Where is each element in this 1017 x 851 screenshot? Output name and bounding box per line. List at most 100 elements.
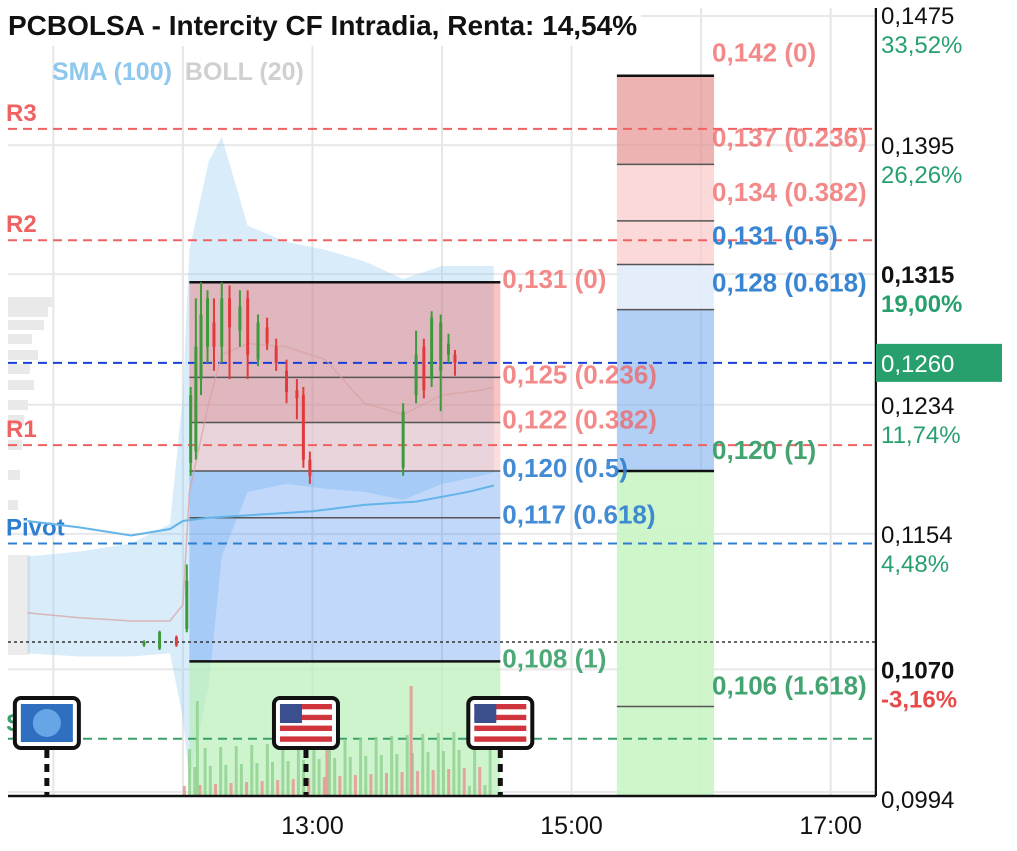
y-tick-percent: -3,16%	[881, 686, 957, 713]
candle-body	[446, 343, 450, 355]
volume-bar	[276, 780, 280, 796]
volume-bar	[405, 735, 409, 796]
x-tick-label: 17:00	[799, 812, 862, 840]
fib-zone-red	[189, 282, 501, 423]
candle-body	[285, 370, 289, 392]
candle-body	[430, 317, 434, 379]
volume-bar	[234, 746, 238, 796]
candle-body	[189, 395, 193, 463]
volume-bar	[478, 767, 482, 796]
candle-body	[194, 346, 198, 452]
volume-bar	[245, 782, 249, 796]
volume-bar	[379, 755, 383, 796]
volume-bar	[312, 741, 316, 796]
fib-level-label: 0,134 (0.382)	[712, 177, 867, 207]
candle-body	[414, 354, 418, 396]
candle-body	[212, 322, 216, 347]
globe-icon	[32, 709, 61, 737]
volume-profile-bar	[8, 297, 52, 307]
sma-line	[27, 484, 495, 537]
candle-body	[295, 390, 299, 399]
volume-bar	[188, 749, 192, 796]
volume-bar	[219, 747, 223, 796]
volume-bar	[416, 771, 420, 796]
fib-zone-red	[616, 75, 715, 165]
volume-bar	[255, 763, 259, 796]
volume-bar	[488, 748, 492, 796]
volume-bar	[338, 776, 342, 796]
candle-body	[274, 346, 278, 363]
fib-level-label: 0,108 (1)	[502, 643, 606, 673]
volume-profile-bar	[8, 555, 30, 655]
fib-level-label: 0,125 (0.236)	[502, 359, 657, 389]
candle-body	[220, 298, 224, 347]
us-flag-icon	[279, 704, 332, 742]
sma-legend[interactable]: SMA (100)	[52, 58, 172, 86]
volume-profile-bar	[8, 307, 48, 317]
volume-bar	[265, 744, 269, 796]
volume-bar	[296, 742, 300, 796]
volume-bar	[182, 786, 186, 796]
volume-bar	[317, 759, 321, 796]
volume-bar	[239, 764, 243, 796]
candle-body	[174, 637, 178, 646]
volume-bar	[462, 768, 466, 796]
volume-bar	[409, 686, 413, 796]
candle-body	[256, 322, 260, 360]
y-tick-price: 0,1154	[881, 522, 953, 549]
volume-bar	[327, 740, 331, 796]
volume-bar	[483, 785, 487, 796]
volume-bar	[374, 737, 378, 796]
volume-bar	[270, 762, 274, 796]
fib-level-label: 0,120 (1)	[712, 435, 816, 465]
volume-bar	[473, 749, 477, 796]
fib-level-label: 0,120 (0.5)	[502, 453, 628, 483]
y-tick-price: 0,1315	[881, 262, 954, 289]
volume-bar	[333, 758, 337, 796]
volume-profile-bar	[8, 500, 18, 510]
candle-body	[238, 306, 242, 331]
volume-bar	[447, 769, 451, 796]
candle-body	[206, 298, 210, 347]
current-price-tag	[876, 343, 1002, 382]
volume-profile-bar	[8, 320, 44, 330]
candle-body	[246, 298, 250, 355]
volume-bar	[457, 750, 461, 796]
pivot-level-label: R3	[6, 100, 37, 127]
volume-bar	[307, 778, 311, 796]
volume-bar	[203, 748, 207, 796]
volume-bar	[390, 736, 394, 796]
y-tick-percent: 19,00%	[881, 291, 962, 318]
fib-zone-pink	[189, 422, 501, 471]
volume-bar	[436, 733, 440, 796]
y-tick-price: 0,1475	[881, 3, 954, 30]
volume-bar	[281, 743, 285, 796]
volume-bar	[364, 756, 368, 796]
volume-bar	[291, 779, 295, 796]
volume-bar	[369, 774, 373, 796]
volume-bar	[421, 734, 425, 796]
candle-body	[401, 411, 405, 468]
current-price-label: 0,1260	[881, 351, 954, 378]
volume-bar	[193, 767, 197, 796]
fib-zone-blue	[189, 470, 501, 662]
candle-body	[301, 395, 305, 460]
volume-profile-bar	[8, 364, 30, 374]
boll-legend[interactable]: BOLL (20)	[184, 58, 304, 86]
volume-profile-bar	[8, 415, 24, 425]
y-axis-panel	[877, 0, 1017, 851]
volume-bar	[452, 732, 456, 796]
candle-body	[158, 632, 162, 649]
volume-bar	[384, 773, 388, 796]
y-tick-price: 0,1070	[881, 657, 954, 684]
fib-zone-pink	[616, 164, 715, 265]
us-flag-icon	[474, 704, 527, 742]
volume-bar	[224, 765, 228, 796]
candle-body	[265, 327, 269, 344]
volume-bar	[348, 757, 352, 796]
chart-title: PCBOLSA - Intercity CF Intradia, Renta: …	[4, 6, 642, 46]
volume-bar	[213, 784, 217, 796]
fib-level-label: 0,137 (0.236)	[712, 122, 867, 152]
boll-mid-line	[27, 342, 495, 622]
